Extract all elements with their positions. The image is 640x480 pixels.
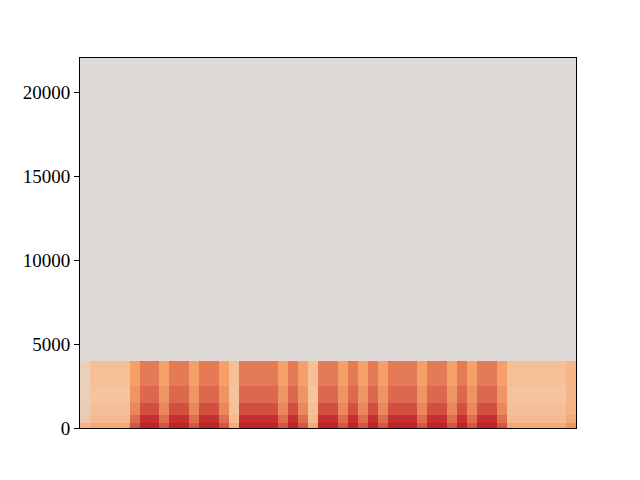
svg-text:0: 0 — [61, 418, 71, 439]
svg-text:10000: 10000 — [23, 250, 71, 271]
svg-text:5000: 5000 — [32, 334, 70, 355]
svg-text:15000: 15000 — [23, 166, 71, 187]
svg-text:20000: 20000 — [23, 82, 71, 103]
